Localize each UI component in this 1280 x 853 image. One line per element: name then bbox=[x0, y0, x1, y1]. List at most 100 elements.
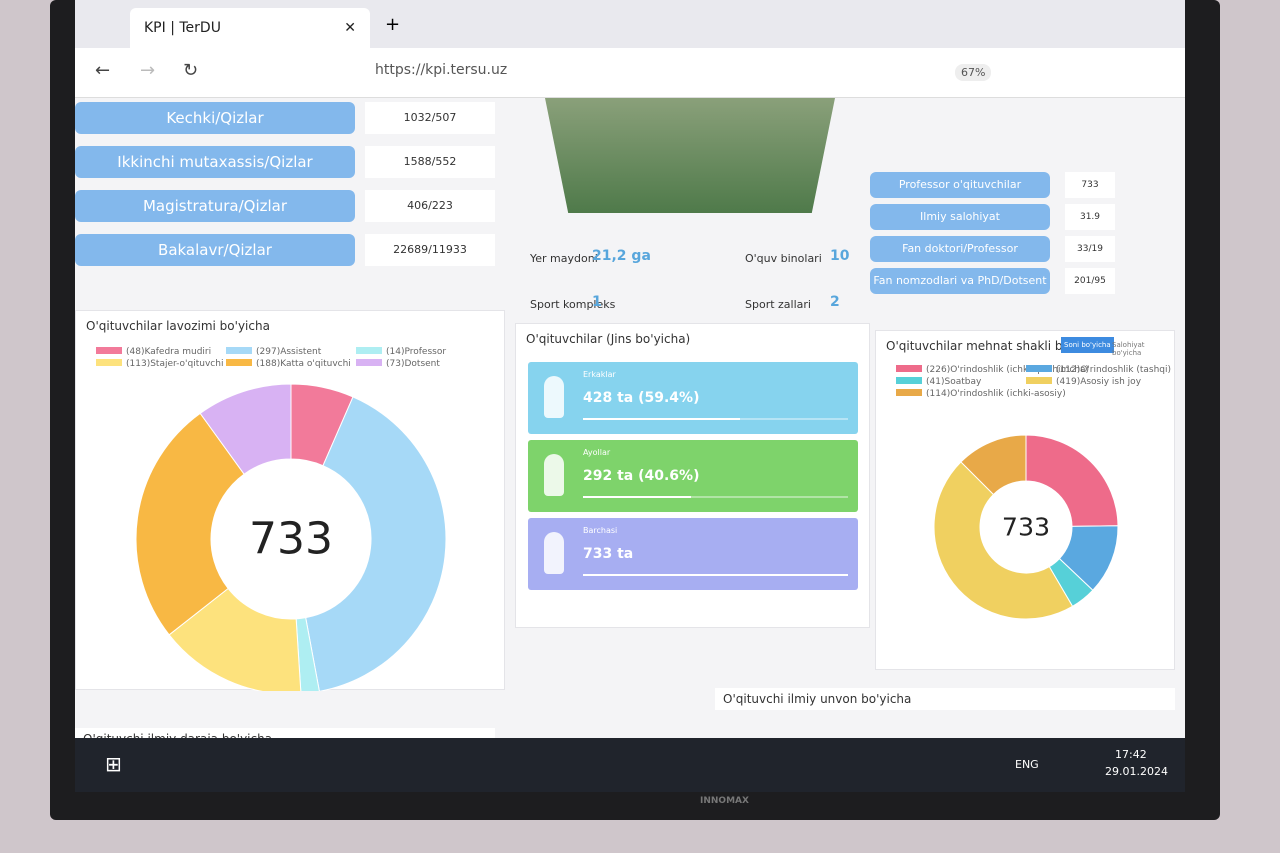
section-title: O'qituvchi ilmiy unvon bo'yicha bbox=[715, 688, 1175, 710]
progress-track bbox=[583, 574, 848, 576]
legend-swatch bbox=[896, 377, 922, 384]
row-button[interactable]: Fan doktori/Professor bbox=[870, 236, 1050, 262]
close-tab[interactable]: ✕ bbox=[344, 20, 356, 36]
donut: 733 bbox=[933, 434, 1119, 620]
row-button[interactable]: Magistratura/Qizlar bbox=[75, 190, 355, 222]
legend-swatch bbox=[896, 389, 922, 396]
legend-label: (41)Soatbay bbox=[926, 377, 982, 387]
legend-label: (73)Dotsent bbox=[386, 359, 440, 369]
card-title: Barchasi bbox=[583, 526, 618, 535]
person-icon bbox=[544, 376, 564, 418]
person-icon bbox=[544, 532, 564, 574]
taskbar: ⊞ ENG 17:42 29.01.2024 bbox=[75, 738, 1185, 792]
nav-bar: ← → ↻ https://kpi.tersu.uz 67% bbox=[75, 48, 1185, 98]
legend-entry: (297)Assistent bbox=[226, 347, 321, 357]
legend-label: (419)Asosiy ish joy bbox=[1056, 377, 1142, 387]
row-button[interactable]: Fan nomzodlari va PhD/Dotsent bbox=[870, 268, 1050, 294]
clock-date[interactable]: 29.01.2024 bbox=[1105, 765, 1168, 778]
campus-value: 21,2 ga bbox=[592, 248, 651, 264]
campus-label: Sport kompleks bbox=[530, 298, 616, 311]
donut-segment bbox=[960, 434, 1027, 496]
row-value: 31.9 bbox=[1065, 204, 1115, 230]
row-button[interactable]: Kechki/Qizlar bbox=[75, 102, 355, 134]
screen: KPI | TerDU ✕ + ← → ↻ https://kpi.tersu.u… bbox=[75, 0, 1185, 792]
legend-label: (226)O'rindoshlik (ichki-qo'shimcha) bbox=[926, 365, 1090, 375]
legend-entry: (112)O'rindoshlik (tashqi) bbox=[1026, 365, 1171, 375]
legend-swatch bbox=[1026, 377, 1052, 384]
donut-total: 733 bbox=[1002, 513, 1050, 542]
donut-segment bbox=[933, 461, 1074, 620]
chart-tab[interactable]: Salohiyat bo'yicha bbox=[1112, 341, 1145, 357]
campus-label: Yer maydoni bbox=[530, 252, 598, 265]
donut-segment bbox=[135, 412, 245, 636]
brand: INNOMAX bbox=[700, 796, 749, 806]
chart-tab[interactable]: Soni bo'yicha bbox=[1061, 337, 1114, 353]
clock-time[interactable]: 17:42 bbox=[1115, 748, 1147, 761]
row-value: 406/223 bbox=[365, 190, 495, 222]
new-tab[interactable]: + bbox=[385, 14, 401, 35]
donut-segment bbox=[199, 383, 292, 475]
legend-swatch bbox=[96, 347, 122, 354]
legend-label: (188)Katta o'qituvchi bbox=[256, 359, 351, 369]
legend-entry: (419)Asosiy ish joy bbox=[1026, 377, 1141, 387]
legend-entry: (188)Katta o'qituvchi bbox=[226, 359, 351, 369]
dashboard: Kechki/Qizlar 1032/507 Ikkinchi mutaxassis… bbox=[75, 98, 1185, 750]
row-button[interactable]: Ikkinchi mutaxassis/Qizlar bbox=[75, 146, 355, 178]
chart-panel: O'qituvchilar mehnat shakli bo'yicha Soni… bbox=[875, 330, 1175, 670]
legend-entry: (113)Stajer-o'qituvchi bbox=[96, 359, 223, 369]
row-value: 201/95 bbox=[1065, 268, 1115, 294]
progress-track bbox=[583, 496, 848, 498]
progress-bar bbox=[583, 574, 848, 576]
gender-card: Barchasi 733 ta bbox=[528, 518, 858, 590]
donut-total: 733 bbox=[249, 514, 333, 565]
campus-value: 1 bbox=[592, 294, 602, 310]
back-button[interactable]: ← bbox=[95, 60, 111, 81]
legend-entry: (14)Professor bbox=[356, 347, 446, 357]
donut: 733 bbox=[135, 383, 447, 691]
legend-entry: (48)Kafedra mudiri bbox=[96, 347, 211, 357]
legend-label: (112)O'rindoshlik (tashqi) bbox=[1056, 365, 1172, 375]
campus-label: O'quv binolari bbox=[745, 252, 822, 265]
chart-panel: O'qituvchilar lavozimi bo'yicha (48)Kafed… bbox=[75, 310, 505, 691]
row-button[interactable]: Professor o'qituvchilar bbox=[870, 172, 1050, 198]
gender-card: Erkaklar 428 ta (59.4%) bbox=[528, 362, 858, 434]
legend-entry: (73)Dotsent bbox=[356, 359, 440, 369]
card-text: 292 ta (40.6%) bbox=[583, 468, 700, 484]
legend-swatch bbox=[356, 359, 382, 366]
legend-label: (14)Professor bbox=[386, 347, 447, 357]
browser-tab[interactable]: KPI | TerDU ✕ bbox=[130, 8, 370, 48]
row-value: 22689/11933 bbox=[365, 234, 495, 266]
tab-title: KPI | TerDU bbox=[144, 20, 221, 36]
legend-entry: (226)O'rindoshlik (ichki-qo'shimcha) bbox=[896, 365, 1089, 375]
chart-title: O'qituvchilar lavozimi bo'yicha bbox=[86, 319, 270, 333]
chart-title: O'qituvchilar mehnat shakli bo'yicha bbox=[886, 339, 1106, 353]
campus-label: Sport zallari bbox=[745, 298, 811, 311]
legend-label: (297)Assistent bbox=[256, 347, 322, 357]
forward-button[interactable]: → bbox=[140, 60, 156, 81]
card-text: 733 ta bbox=[583, 546, 634, 562]
start-button[interactable]: ⊞ bbox=[105, 752, 122, 776]
legend-swatch bbox=[226, 347, 252, 354]
panel-title: O'qituvchilar (Jins bo'yicha) bbox=[526, 332, 691, 346]
zoom[interactable]: 67% bbox=[955, 64, 992, 81]
row-value: 733 bbox=[1065, 172, 1115, 198]
reload-button[interactable]: ↻ bbox=[183, 60, 199, 81]
tab-bar: KPI | TerDU ✕ + bbox=[75, 0, 1185, 48]
row-button[interactable]: Bakalavr/Qizlar bbox=[75, 234, 355, 266]
progress-bar bbox=[583, 496, 691, 498]
legend-swatch bbox=[1026, 365, 1052, 372]
language[interactable]: ENG bbox=[1015, 758, 1039, 771]
person-icon bbox=[544, 454, 564, 496]
legend-label: (114)O'rindoshlik (ichki-asosiy) bbox=[926, 389, 1066, 399]
donut-segment bbox=[1025, 434, 1119, 527]
row-button[interactable]: Ilmiy salohiyat bbox=[870, 204, 1050, 230]
row-value: 1588/552 bbox=[365, 146, 495, 178]
campus-photo bbox=[545, 98, 835, 213]
legend-label: (113)Stajer-o'qituvchi bbox=[126, 359, 224, 369]
url[interactable]: https://kpi.tersu.uz bbox=[375, 62, 508, 78]
campus-value: 10 bbox=[830, 248, 850, 264]
gender-card: Ayollar 292 ta (40.6%) bbox=[528, 440, 858, 512]
gender-panel: O'qituvchilar (Jins bo'yicha) Erkaklar 428… bbox=[515, 323, 870, 628]
legend-entry: (41)Soatbay bbox=[896, 377, 981, 387]
